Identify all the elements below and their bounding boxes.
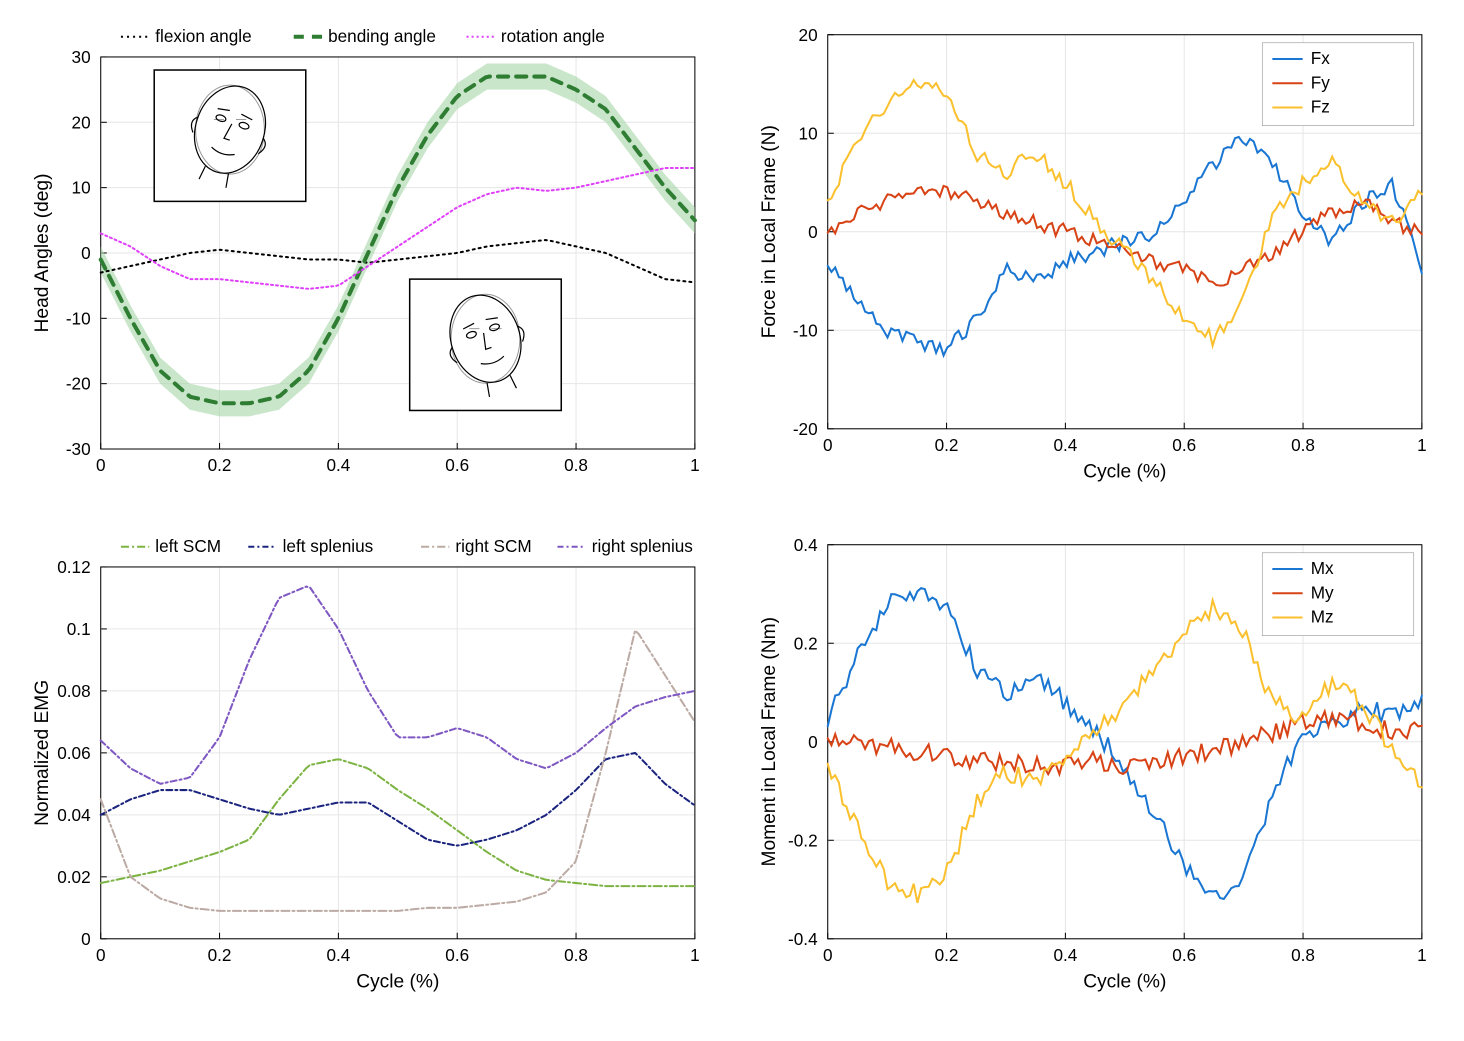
svg-text:0.4: 0.4 xyxy=(326,945,350,965)
svg-text:20: 20 xyxy=(799,25,818,45)
series-line xyxy=(101,753,695,846)
svg-text:0.2: 0.2 xyxy=(208,455,232,475)
series-line xyxy=(828,711,1422,774)
svg-text:0.1: 0.1 xyxy=(67,619,91,639)
svg-text:0: 0 xyxy=(823,945,833,965)
svg-text:0.8: 0.8 xyxy=(564,455,588,475)
svg-text:My: My xyxy=(1311,582,1334,602)
svg-text:-0.2: -0.2 xyxy=(788,830,818,850)
svg-text:0.02: 0.02 xyxy=(57,867,90,887)
svg-text:0.6: 0.6 xyxy=(445,945,469,965)
svg-text:1: 1 xyxy=(1417,945,1427,965)
svg-text:10: 10 xyxy=(72,178,91,198)
svg-text:right splenius: right splenius xyxy=(592,536,693,556)
svg-text:-10: -10 xyxy=(793,320,818,340)
svg-text:0: 0 xyxy=(96,455,106,475)
svg-text:-30: -30 xyxy=(66,439,91,459)
moment-chart: -0.4 -0.2 0 0.2 0.4 0 0.2 0.4 0.6 0.8 1 Moment in L… xyxy=(757,530,1434,1000)
svg-text:-20: -20 xyxy=(66,374,91,394)
emg-chart: 0 0.02 0.04 0.06 0.08 0.1 0.12 0 0.2 0.4 0.6 0.8 1 No… xyxy=(30,530,707,1000)
svg-text:1: 1 xyxy=(690,945,700,965)
svg-text:Fz: Fz xyxy=(1311,97,1330,117)
svg-text:0: 0 xyxy=(96,945,106,965)
y-axis-label: Head Angles (deg) xyxy=(32,174,53,333)
svg-text:0: 0 xyxy=(81,929,91,949)
svg-text:0.8: 0.8 xyxy=(564,945,588,965)
svg-text:0: 0 xyxy=(808,222,818,242)
svg-text:Mx: Mx xyxy=(1311,558,1334,578)
svg-text:0.6: 0.6 xyxy=(1172,945,1196,965)
svg-text:0.4: 0.4 xyxy=(1053,945,1077,965)
svg-text:1: 1 xyxy=(1417,435,1427,455)
svg-text:30: 30 xyxy=(72,47,91,67)
svg-text:Fy: Fy xyxy=(1311,72,1330,92)
svg-text:0.4: 0.4 xyxy=(1053,435,1077,455)
svg-text:bending angle: bending angle xyxy=(328,26,436,46)
svg-text:right SCM: right SCM xyxy=(455,536,531,556)
svg-text:flexion angle: flexion angle xyxy=(155,26,251,46)
svg-text:0.8: 0.8 xyxy=(1291,435,1315,455)
svg-text:0.4: 0.4 xyxy=(794,535,818,555)
series-line xyxy=(101,630,695,910)
svg-text:0: 0 xyxy=(808,732,818,752)
x-axis-label: Cycle (%) xyxy=(1083,971,1166,992)
y-axis-label: Normalized EMG xyxy=(32,680,53,826)
svg-text:Fx: Fx xyxy=(1311,48,1330,68)
svg-text:0.6: 0.6 xyxy=(445,455,469,475)
svg-text:-10: -10 xyxy=(66,308,91,328)
svg-text:0.2: 0.2 xyxy=(935,945,959,965)
series-line xyxy=(101,760,695,887)
y-axis-label: Moment in Local Frame (Nm) xyxy=(759,617,780,867)
svg-text:0.4: 0.4 xyxy=(326,455,350,475)
svg-text:0.6: 0.6 xyxy=(1172,435,1196,455)
svg-text:-0.4: -0.4 xyxy=(788,929,818,949)
x-axis-label: Cycle (%) xyxy=(1083,461,1166,482)
head-angles-chart: -30 -20 -10 0 10 20 30 0 0.2 0.4 0.6 0.8 1 Head Angle… xyxy=(30,20,707,490)
svg-text:0.2: 0.2 xyxy=(935,435,959,455)
svg-text:0.2: 0.2 xyxy=(794,633,818,653)
svg-text:20: 20 xyxy=(72,112,91,132)
svg-text:0: 0 xyxy=(81,243,91,263)
svg-text:Mz: Mz xyxy=(1311,607,1334,627)
svg-text:10: 10 xyxy=(799,123,818,143)
series-line xyxy=(828,600,1422,903)
svg-text:1: 1 xyxy=(690,455,700,475)
svg-text:0.06: 0.06 xyxy=(57,743,90,763)
svg-text:left splenius: left splenius xyxy=(283,536,374,556)
svg-text:0.04: 0.04 xyxy=(57,805,91,825)
svg-text:rotation angle: rotation angle xyxy=(501,26,605,46)
svg-text:-20: -20 xyxy=(793,419,818,439)
svg-text:left SCM: left SCM xyxy=(155,536,221,556)
force-chart: -20 -10 0 10 20 0 0.2 0.4 0.6 0.8 1 Force in Local … xyxy=(757,20,1434,490)
svg-text:0.8: 0.8 xyxy=(1291,945,1315,965)
y-axis-label: Force in Local Frame (N) xyxy=(759,125,780,338)
x-axis-label: Cycle (%) xyxy=(356,971,439,992)
svg-text:0.12: 0.12 xyxy=(57,557,90,577)
svg-text:0: 0 xyxy=(823,435,833,455)
svg-text:0.08: 0.08 xyxy=(57,681,90,701)
svg-text:0.2: 0.2 xyxy=(208,945,232,965)
